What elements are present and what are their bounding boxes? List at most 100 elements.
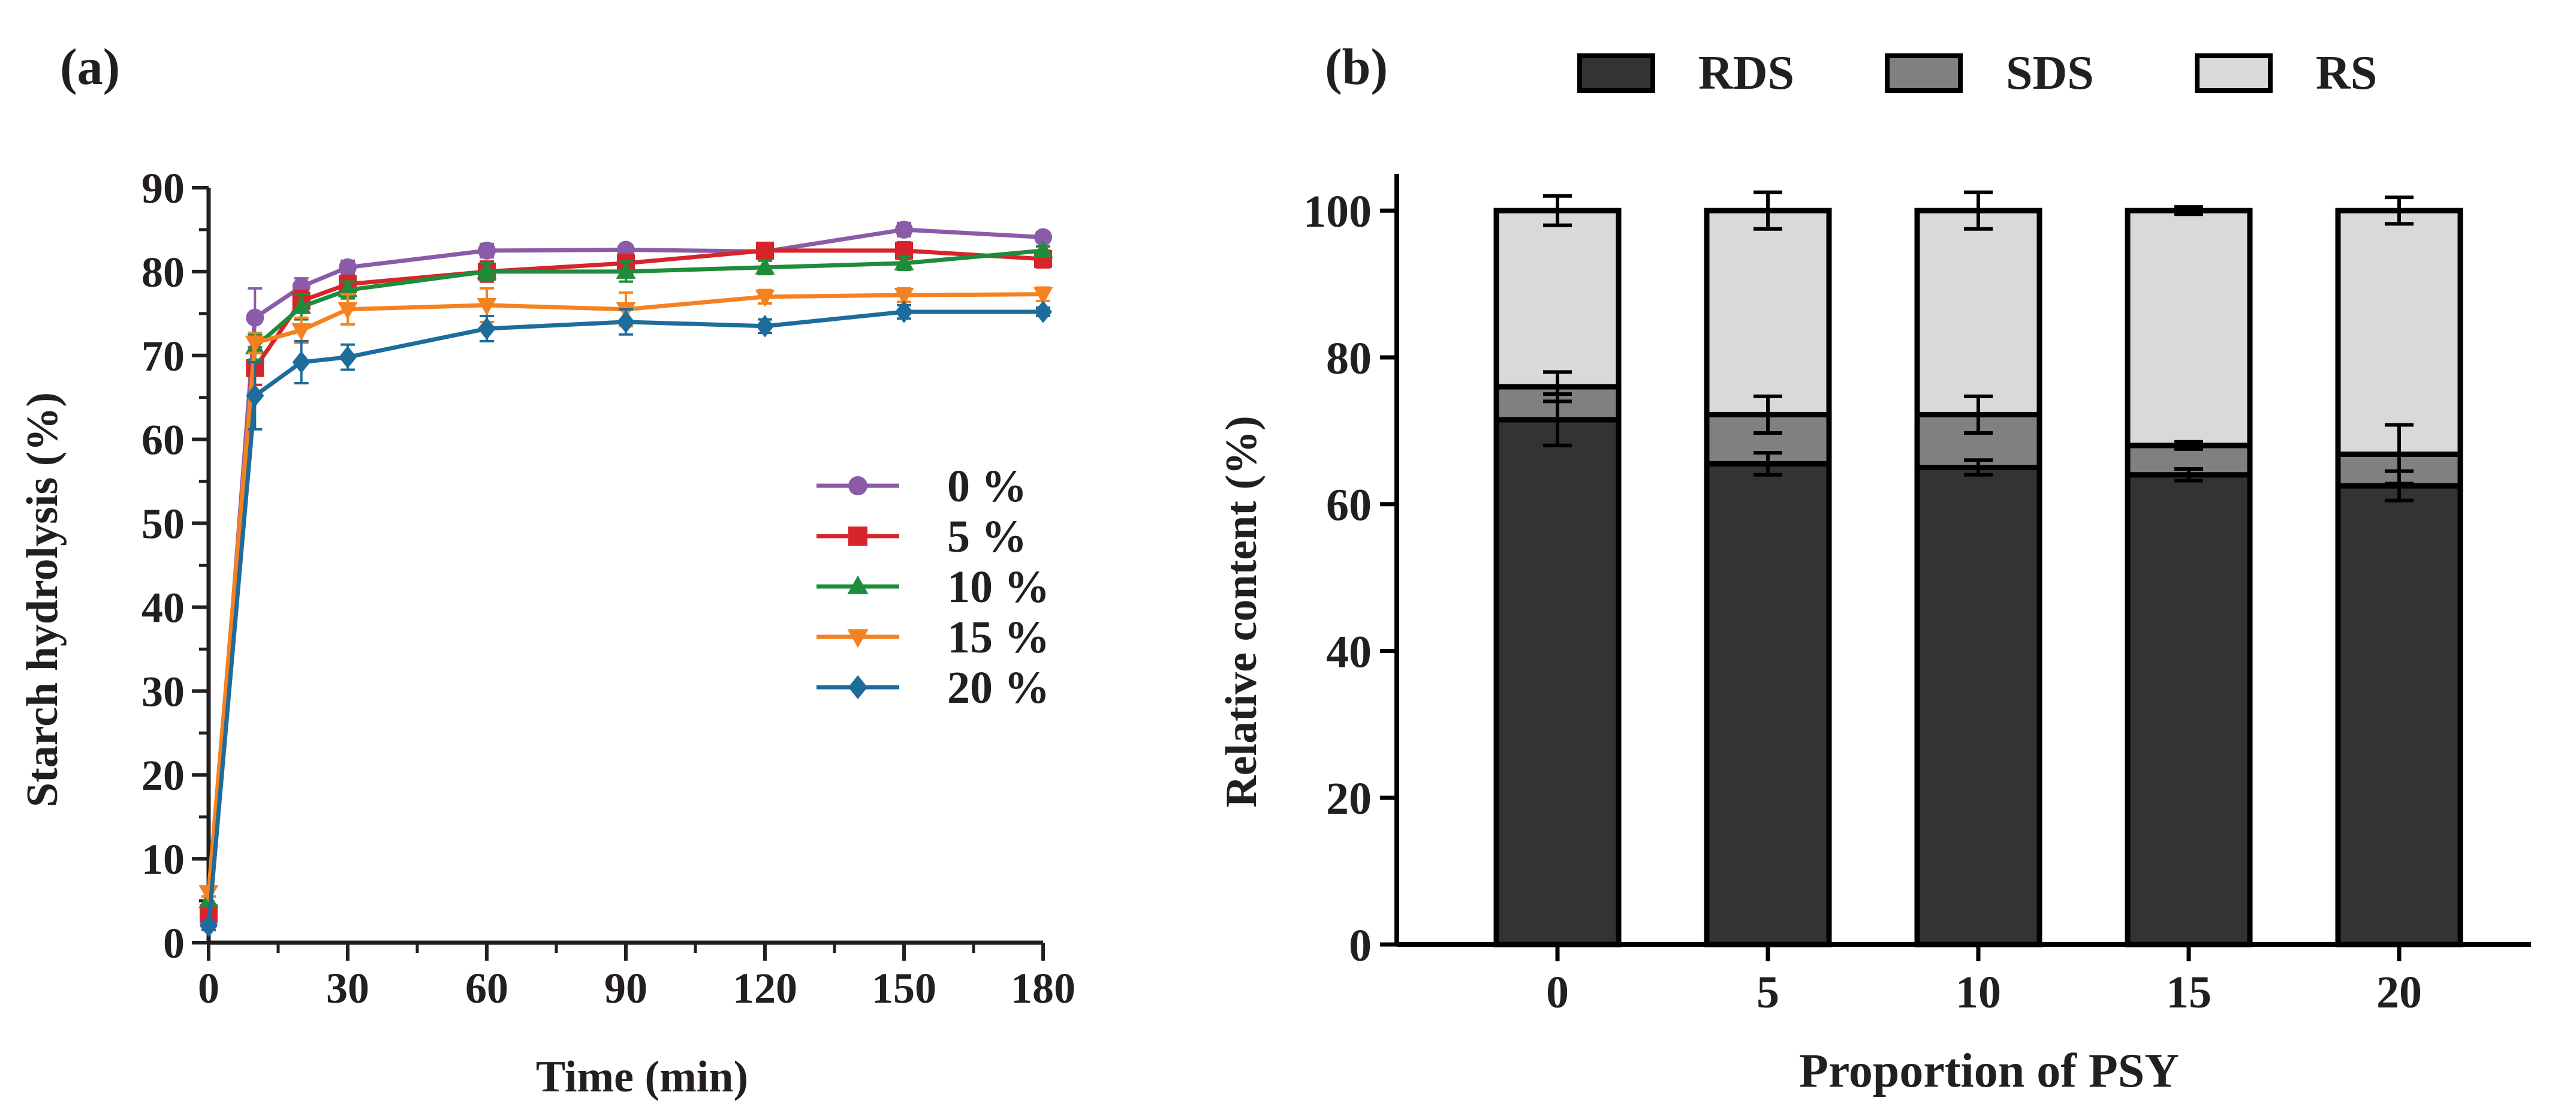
panel-a-line-chart: (a) Starch hydrolysis (%) Time (min) 0 10… bbox=[18, 38, 1075, 1102]
panel-b-x-axis-title: Proportion of PSY bbox=[1799, 1045, 2179, 1097]
legend-entry: 20 % bbox=[817, 663, 1050, 713]
legend-label: 5 % bbox=[947, 512, 1027, 562]
panel-a-x-tick-label: 60 bbox=[465, 964, 508, 1012]
panel-b-y-axis-title: Relative content (%) bbox=[1217, 416, 1266, 807]
data-point bbox=[477, 297, 497, 316]
bar-rds bbox=[1704, 461, 1832, 947]
panel-b-x-ticks: 0 5 10 15 20 bbox=[1546, 944, 2422, 1018]
panel-a-y-tick-label: 50 bbox=[141, 500, 185, 548]
panel-b-label: (b) bbox=[1325, 38, 1388, 95]
legend-swatch bbox=[1577, 53, 1655, 93]
legend-marker bbox=[848, 476, 867, 495]
data-point bbox=[291, 323, 312, 341]
data-point bbox=[756, 241, 774, 260]
legend-label: RS bbox=[2316, 47, 2377, 100]
panel-b-y-tick-label: 100 bbox=[1303, 186, 1372, 237]
panel-b-x-tick-label: 15 bbox=[2166, 967, 2212, 1018]
data-point bbox=[338, 302, 358, 320]
panel-b-y-tick-label: 20 bbox=[1326, 774, 1372, 824]
panel-a-y-tick-label: 20 bbox=[141, 751, 185, 799]
legend-marker bbox=[848, 527, 867, 546]
bar-stack-10 bbox=[1914, 190, 2042, 947]
panel-a-y-ticks: 0 10 20 30 40 50 60 70 80 90 bbox=[141, 164, 209, 967]
data-point bbox=[478, 241, 496, 260]
legend-swatch bbox=[2195, 53, 2273, 93]
legend-label: 15 % bbox=[947, 612, 1050, 663]
panel-a-series-group bbox=[198, 220, 1053, 937]
panel-a-y-tick-label: 0 bbox=[163, 919, 185, 967]
data-point bbox=[477, 261, 497, 279]
panel-b-y-tick-label: 80 bbox=[1326, 333, 1372, 384]
data-point bbox=[292, 351, 311, 374]
legend-entry-sds: SDS bbox=[1885, 47, 2094, 100]
data-point bbox=[339, 345, 357, 369]
panel-a-legend: 0 %5 %10 %15 %20 % bbox=[817, 461, 1050, 713]
panel-a-x-tick-label: 180 bbox=[1011, 964, 1075, 1012]
panel-a-x-tick-label: 0 bbox=[198, 964, 219, 1012]
legend-entry-rs: RS bbox=[2195, 47, 2377, 100]
panel-b-x-tick-label: 20 bbox=[2376, 967, 2422, 1018]
legend-entry: 0 % bbox=[817, 461, 1027, 512]
data-point bbox=[200, 915, 218, 937]
legend-entry: 10 % bbox=[817, 562, 1050, 612]
bar-stack-20 bbox=[2335, 195, 2463, 947]
data-point bbox=[617, 311, 635, 333]
panel-a-y-tick-label: 30 bbox=[141, 667, 185, 715]
panel-b-y-tick-label: 40 bbox=[1326, 627, 1372, 677]
bar-rs bbox=[1914, 207, 2042, 417]
bar-rds bbox=[1493, 417, 1622, 947]
panel-a-y-tick-label: 10 bbox=[141, 835, 185, 883]
legend-label: SDS bbox=[2006, 47, 2094, 100]
data-point bbox=[338, 279, 358, 297]
panel-a-y-tick-label: 40 bbox=[141, 583, 185, 631]
panel-a-x-tick-label: 120 bbox=[733, 964, 797, 1012]
legend-label: 20 % bbox=[947, 663, 1050, 713]
bar-stack-15 bbox=[2125, 205, 2253, 947]
panel-b-x-tick-label: 5 bbox=[1756, 967, 1779, 1018]
panel-a-x-tick-label: 150 bbox=[872, 964, 936, 1012]
panel-b-x-tick-label: 0 bbox=[1546, 967, 1569, 1018]
panel-b-stacked-bar-chart: (b) Relative content (%) Proportion of P… bbox=[1217, 38, 2531, 1097]
data-point bbox=[895, 300, 913, 323]
legend-marker bbox=[848, 675, 867, 699]
panel-a-x-tick-label: 30 bbox=[326, 964, 369, 1012]
legend-entry: 5 % bbox=[817, 512, 1027, 562]
bar-rs bbox=[1493, 207, 1622, 390]
data-point bbox=[478, 317, 496, 340]
data-point bbox=[755, 257, 775, 275]
data-point bbox=[756, 315, 774, 338]
bar-rds bbox=[1914, 465, 2042, 947]
legend-entry: 15 % bbox=[817, 612, 1050, 663]
data-point bbox=[1033, 287, 1053, 305]
panel-a-y-tick-label: 90 bbox=[141, 164, 185, 212]
data-point bbox=[894, 288, 914, 306]
legend-entry-rds: RDS bbox=[1577, 47, 1794, 100]
panel-b-y-tick-label: 60 bbox=[1326, 480, 1372, 531]
panel-b-y-tick-label: 0 bbox=[1349, 921, 1372, 971]
data-point bbox=[245, 335, 265, 354]
data-point bbox=[246, 384, 264, 407]
panel-a-y-tick-label: 70 bbox=[141, 332, 185, 380]
data-point bbox=[895, 220, 913, 239]
data-point bbox=[246, 308, 264, 327]
panel-a-x-ticks: 0 30 60 90 120 150 180 bbox=[198, 943, 1075, 1012]
panel-a-y-axis-title: Starch hydrolysis (%) bbox=[18, 392, 67, 807]
bar-stack-0 bbox=[1493, 194, 1622, 947]
legend-swatch bbox=[1885, 53, 1963, 93]
data-point bbox=[1033, 240, 1053, 258]
legend-marker bbox=[847, 629, 869, 648]
data-point bbox=[1034, 228, 1052, 246]
bar-rs bbox=[1704, 207, 1832, 417]
panel-a-x-tick-label: 90 bbox=[604, 964, 647, 1012]
data-point bbox=[894, 252, 914, 270]
legend-label: 10 % bbox=[947, 562, 1050, 612]
panel-b-bars-group bbox=[1493, 190, 2463, 947]
panel-b-x-tick-label: 10 bbox=[1956, 967, 2001, 1018]
panel-b-legend: RDS SDS RS bbox=[1577, 47, 2377, 100]
panel-a-label: (a) bbox=[60, 38, 120, 95]
legend-label: 0 % bbox=[947, 461, 1027, 512]
data-point bbox=[339, 258, 357, 276]
bar-stack-5 bbox=[1704, 190, 1832, 947]
legend-label: RDS bbox=[1698, 47, 1794, 100]
